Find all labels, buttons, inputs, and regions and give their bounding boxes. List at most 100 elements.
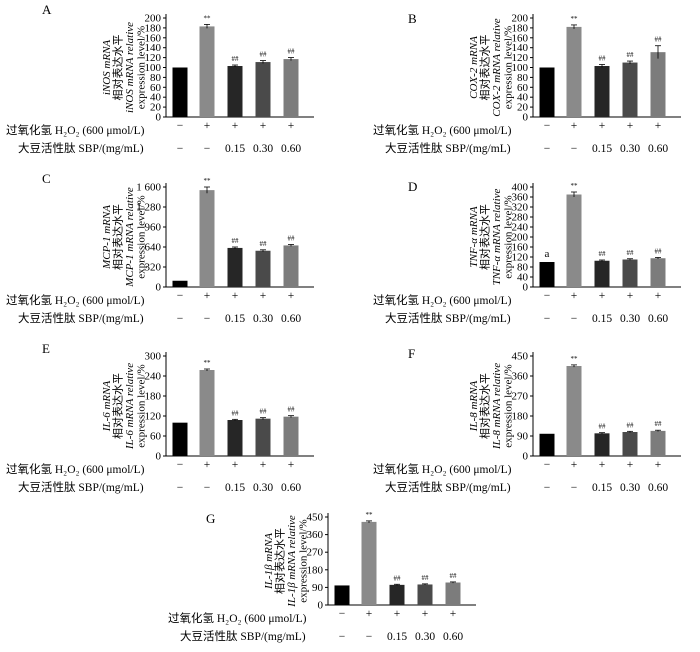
panel-letter: G xyxy=(206,511,215,526)
h2o2-row-value: − xyxy=(177,120,184,132)
bar xyxy=(255,418,271,456)
h2o2-row-value: + xyxy=(232,120,239,132)
sbp-row-value: 0.60 xyxy=(281,313,301,325)
sbp-condition-label: 大豆活性肽 SBP/(mg/mL) xyxy=(385,141,511,155)
bar xyxy=(650,430,666,456)
h2o2-row-value: − xyxy=(544,459,551,471)
bar xyxy=(172,422,188,456)
h2o2-condition-label: 过氧化氢 H₂O₂ (600 μmol/L) xyxy=(168,611,307,625)
significance-mark: ## xyxy=(627,51,635,59)
significance-mark: ** xyxy=(571,182,579,190)
sbp-row-value: 0.30 xyxy=(620,482,640,494)
h2o2-row-value: + xyxy=(627,459,634,471)
y-tick-label: 0 xyxy=(523,112,529,124)
y-tick-label: 450 xyxy=(512,351,529,363)
h2o2-row-value: + xyxy=(422,608,429,620)
sbp-condition-label: 大豆活性肽 SBP/(mg/mL) xyxy=(385,311,511,325)
y-tick-label: 240 xyxy=(145,371,162,383)
significance-mark: ## xyxy=(422,574,430,582)
h2o2-condition-label: 过氧化氢 H₂O₂ (600 μmol/L) xyxy=(373,462,512,476)
y-tick-label: 160 xyxy=(512,32,529,44)
sbp-row-value: 0.60 xyxy=(281,143,301,155)
bar xyxy=(650,52,666,117)
y-tick-label: 270 xyxy=(512,391,529,403)
bar xyxy=(594,66,610,117)
bar xyxy=(283,416,299,456)
bar xyxy=(172,280,188,287)
sbp-row-value: 0.60 xyxy=(648,143,668,155)
bar xyxy=(594,260,610,287)
significance-mark: ## xyxy=(627,421,635,429)
y-tick-label: 200 xyxy=(512,232,529,244)
significance-mark: ** xyxy=(571,15,579,23)
sbp-row-value: 0.30 xyxy=(253,143,273,155)
sbp-row-value: 0.30 xyxy=(620,143,640,155)
chart-panel-f: F IL-8 mRNA相对表达水平IL-8 mRNA relativeexpres… xyxy=(373,346,681,494)
sbp-row-value: − xyxy=(177,313,184,325)
sbp-row-value: 0.15 xyxy=(592,482,612,494)
significance-mark: ## xyxy=(394,574,402,582)
h2o2-row-value: − xyxy=(339,608,346,620)
sbp-row-value: − xyxy=(366,631,373,643)
y-tick-label: 0 xyxy=(156,282,162,294)
significance-mark: ## xyxy=(232,409,240,417)
bar xyxy=(389,584,405,605)
y-tick-label: 400 xyxy=(512,182,529,194)
y-tick-label: 100 xyxy=(145,62,162,74)
y-tick-label: 180 xyxy=(145,22,162,34)
y-axis-label: IL-1β mRNA相对表达水平IL-1β mRNA relativeexpre… xyxy=(263,515,310,608)
bar xyxy=(539,262,555,287)
significance-mark: ## xyxy=(627,249,635,257)
y-tick-label: 100 xyxy=(512,62,529,74)
y-tick-label: 60 xyxy=(150,82,162,94)
bar xyxy=(334,585,350,605)
y-tick-label: 40 xyxy=(517,92,529,104)
bar xyxy=(622,62,638,117)
significance-mark: ## xyxy=(260,240,268,248)
y-axis-label: iNOS mRNA相对表达水平iNOS mRNA relativeexpress… xyxy=(101,22,148,113)
significance-mark: ** xyxy=(204,14,212,22)
y-tick-label: 140 xyxy=(512,42,529,54)
bar xyxy=(539,67,555,117)
sbp-row-value: 0.15 xyxy=(225,143,245,155)
sbp-row-value: 0.15 xyxy=(592,313,612,325)
sbp-row-value: − xyxy=(544,482,551,494)
bar xyxy=(255,250,271,287)
bar xyxy=(227,66,243,117)
sbp-row-value: 0.60 xyxy=(648,313,668,325)
bar xyxy=(622,259,638,287)
panel-letter: F xyxy=(408,346,415,361)
bar xyxy=(227,420,243,456)
h2o2-row-value: + xyxy=(655,459,662,471)
bar xyxy=(199,26,215,117)
significance-mark: ## xyxy=(288,406,296,414)
h2o2-row-value: + xyxy=(599,120,606,132)
y-tick-label: 60 xyxy=(517,82,529,94)
h2o2-row-value: + xyxy=(627,120,634,132)
panel-letter: E xyxy=(42,341,50,356)
y-tick-label: 300 xyxy=(145,351,162,363)
significance-mark: ** xyxy=(571,355,579,363)
y-axis-label: TNF-α mRNA相对表达水平TNF-α mRNA relativeexpre… xyxy=(468,188,515,285)
y-tick-label: 0 xyxy=(156,112,162,124)
panel-letter: B xyxy=(408,11,417,26)
significance-mark: ## xyxy=(260,408,268,416)
sbp-row-value: − xyxy=(204,143,211,155)
chart-panel-c: C MCP-1 mRNA相对表达水平MCP-1 mRNA relativeexpr… xyxy=(6,171,314,325)
h2o2-row-value: − xyxy=(177,290,184,302)
sbp-row-value: − xyxy=(571,482,578,494)
sbp-row-value: 0.30 xyxy=(253,313,273,325)
bar xyxy=(199,370,215,456)
h2o2-row-value: + xyxy=(599,459,606,471)
y-tick-label: 1 280 xyxy=(136,202,161,214)
bar xyxy=(650,258,666,287)
sbp-row-value: 0.15 xyxy=(225,482,245,494)
y-tick-label: 160 xyxy=(145,32,162,44)
sbp-row-value: 0.60 xyxy=(443,631,463,643)
significance-mark: ## xyxy=(655,248,663,256)
h2o2-row-value: + xyxy=(394,608,401,620)
y-tick-label: 360 xyxy=(307,529,324,541)
panel-letter: A xyxy=(42,2,52,17)
